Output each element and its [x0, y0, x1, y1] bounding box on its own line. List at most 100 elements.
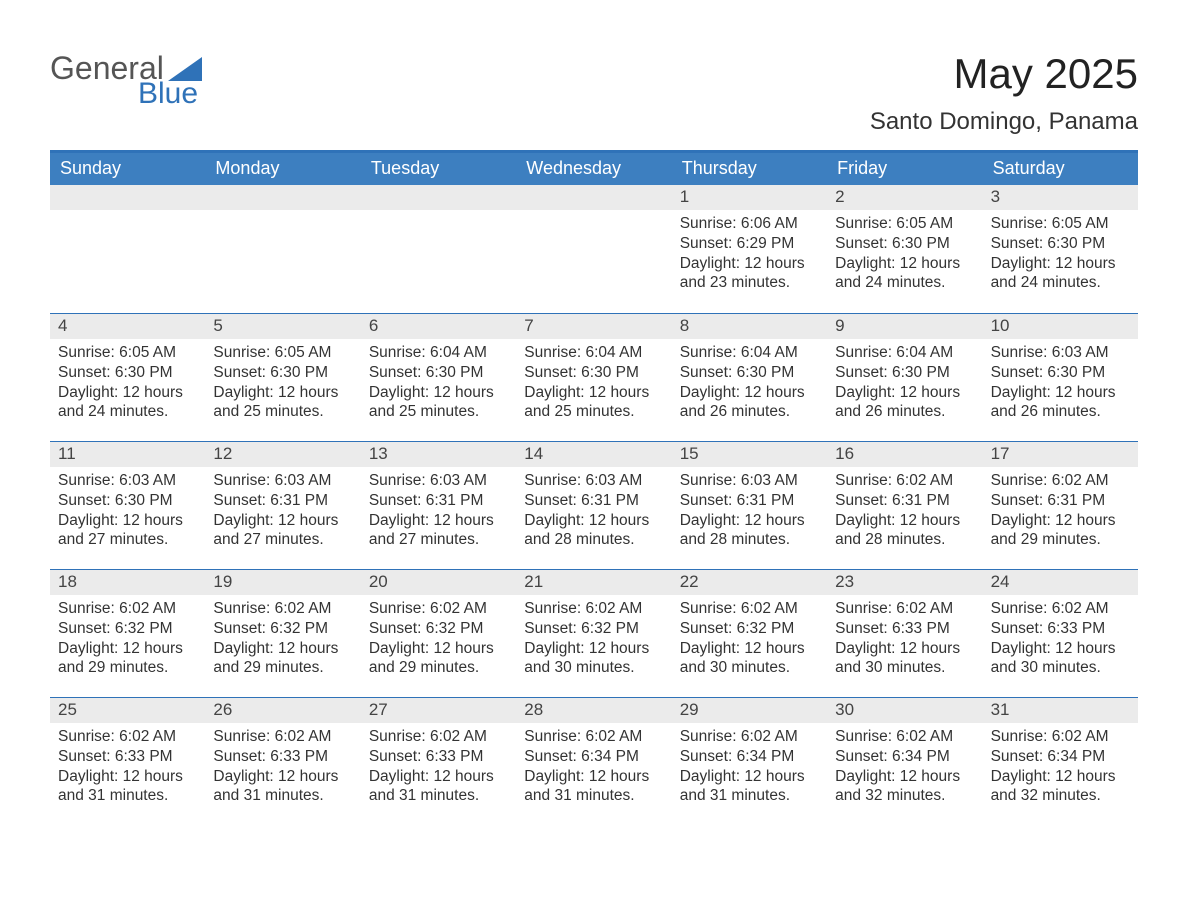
day-body: Sunrise: 6:02 AMSunset: 6:31 PMDaylight:… [827, 467, 982, 556]
daylight-text: Daylight: 12 hours and 28 minutes. [524, 511, 663, 551]
sunrise-text: Sunrise: 6:02 AM [991, 471, 1130, 491]
day-cell: 23Sunrise: 6:02 AMSunset: 6:33 PMDayligh… [827, 570, 982, 697]
day-cell: 3Sunrise: 6:05 AMSunset: 6:30 PMDaylight… [983, 185, 1138, 313]
sunrise-text: Sunrise: 6:02 AM [835, 599, 974, 619]
day-number [50, 185, 205, 210]
days-of-week-header: Sunday Monday Tuesday Wednesday Thursday… [50, 153, 1138, 185]
day-number: 28 [516, 698, 671, 723]
sunset-text: Sunset: 6:32 PM [369, 619, 508, 639]
day-cell: 26Sunrise: 6:02 AMSunset: 6:33 PMDayligh… [205, 698, 360, 825]
daylight-text: Daylight: 12 hours and 24 minutes. [835, 254, 974, 294]
daylight-text: Daylight: 12 hours and 24 minutes. [991, 254, 1130, 294]
sunset-text: Sunset: 6:31 PM [991, 491, 1130, 511]
day-cell: 22Sunrise: 6:02 AMSunset: 6:32 PMDayligh… [672, 570, 827, 697]
daylight-text: Daylight: 12 hours and 29 minutes. [991, 511, 1130, 551]
daylight-text: Daylight: 12 hours and 30 minutes. [991, 639, 1130, 679]
day-number: 12 [205, 442, 360, 467]
dow-tuesday: Tuesday [361, 153, 516, 185]
day-cell: 24Sunrise: 6:02 AMSunset: 6:33 PMDayligh… [983, 570, 1138, 697]
sunrise-text: Sunrise: 6:02 AM [58, 727, 197, 747]
daylight-text: Daylight: 12 hours and 26 minutes. [680, 383, 819, 423]
sunrise-text: Sunrise: 6:02 AM [213, 599, 352, 619]
sunrise-text: Sunrise: 6:03 AM [58, 471, 197, 491]
day-body: Sunrise: 6:03 AMSunset: 6:31 PMDaylight:… [672, 467, 827, 556]
title-block: May 2025 Santo Domingo, Panama [870, 50, 1138, 136]
day-cell: 17 Sunrise: 6:02 AMSunset: 6:31 PMDayligh… [983, 442, 1138, 569]
day-number: 15 [672, 442, 827, 467]
day-cell: 10Sunrise: 6:03 AMSunset: 6:30 PMDayligh… [983, 314, 1138, 441]
daylight-text: Daylight: 12 hours and 32 minutes. [835, 767, 974, 807]
day-body: Sunrise: 6:02 AMSunset: 6:33 PMDaylight:… [205, 723, 360, 812]
daylight-text: Daylight: 12 hours and 31 minutes. [524, 767, 663, 807]
sunset-text: Sunset: 6:33 PM [835, 619, 974, 639]
day-number [516, 185, 671, 210]
day-number: 29 [672, 698, 827, 723]
day-number: 21 [516, 570, 671, 595]
day-cell: 12Sunrise: 6:03 AMSunset: 6:31 PMDayligh… [205, 442, 360, 569]
calendar-grid: Sunday Monday Tuesday Wednesday Thursday… [50, 150, 1138, 825]
day-number: 2 [827, 185, 982, 210]
day-number: 16 [827, 442, 982, 467]
daylight-text: Daylight: 12 hours and 24 minutes. [58, 383, 197, 423]
sunrise-text: Sunrise: 6:02 AM [680, 727, 819, 747]
day-number: 17 [983, 442, 1138, 467]
day-cell: 9Sunrise: 6:04 AMSunset: 6:30 PMDaylight… [827, 314, 982, 441]
sunrise-text: Sunrise: 6:03 AM [369, 471, 508, 491]
sunset-text: Sunset: 6:33 PM [213, 747, 352, 767]
day-body: Sunrise: 6:06 AMSunset: 6:29 PMDaylight:… [672, 210, 827, 299]
day-body [516, 210, 671, 220]
day-cell: 18Sunrise: 6:02 AMSunset: 6:32 PMDayligh… [50, 570, 205, 697]
day-body: Sunrise: 6:05 AMSunset: 6:30 PMDaylight:… [827, 210, 982, 299]
sunrise-text: Sunrise: 6:03 AM [680, 471, 819, 491]
sunset-text: Sunset: 6:30 PM [58, 363, 197, 383]
sunset-text: Sunset: 6:30 PM [680, 363, 819, 383]
day-cell: 28Sunrise: 6:02 AMSunset: 6:34 PMDayligh… [516, 698, 671, 825]
day-number: 9 [827, 314, 982, 339]
daylight-text: Daylight: 12 hours and 31 minutes. [369, 767, 508, 807]
logo: General Blue [50, 50, 202, 111]
day-body: Sunrise: 6:02 AMSunset: 6:34 PMDaylight:… [516, 723, 671, 812]
daylight-text: Daylight: 12 hours and 30 minutes. [524, 639, 663, 679]
daylight-text: Daylight: 12 hours and 26 minutes. [991, 383, 1130, 423]
month-title: May 2025 [870, 50, 1138, 98]
sunset-text: Sunset: 6:34 PM [835, 747, 974, 767]
week-row: 18Sunrise: 6:02 AMSunset: 6:32 PMDayligh… [50, 569, 1138, 697]
day-cell: 14Sunrise: 6:03 AMSunset: 6:31 PMDayligh… [516, 442, 671, 569]
day-body: Sunrise: 6:04 AMSunset: 6:30 PMDaylight:… [672, 339, 827, 428]
dow-friday: Friday [827, 153, 982, 185]
day-body: Sunrise: 6:02 AMSunset: 6:34 PMDaylight:… [672, 723, 827, 812]
day-cell: 16Sunrise: 6:02 AMSunset: 6:31 PMDayligh… [827, 442, 982, 569]
sunrise-text: Sunrise: 6:05 AM [835, 214, 974, 234]
sunrise-text: Sunrise: 6:04 AM [369, 343, 508, 363]
day-number: 4 [50, 314, 205, 339]
day-body [361, 210, 516, 220]
day-body [50, 210, 205, 220]
day-body: Sunrise: 6:04 AMSunset: 6:30 PMDaylight:… [827, 339, 982, 428]
daylight-text: Daylight: 12 hours and 31 minutes. [58, 767, 197, 807]
dow-sunday: Sunday [50, 153, 205, 185]
sunrise-text: Sunrise: 6:02 AM [58, 599, 197, 619]
day-cell: 21Sunrise: 6:02 AMSunset: 6:32 PMDayligh… [516, 570, 671, 697]
sunrise-text: Sunrise: 6:05 AM [991, 214, 1130, 234]
day-cell: 5Sunrise: 6:05 AMSunset: 6:30 PMDaylight… [205, 314, 360, 441]
sunset-text: Sunset: 6:31 PM [213, 491, 352, 511]
day-number: 3 [983, 185, 1138, 210]
sunrise-text: Sunrise: 6:04 AM [680, 343, 819, 363]
daylight-text: Daylight: 12 hours and 25 minutes. [369, 383, 508, 423]
day-cell: 2Sunrise: 6:05 AMSunset: 6:30 PMDaylight… [827, 185, 982, 313]
location: Santo Domingo, Panama [870, 108, 1138, 136]
daylight-text: Daylight: 12 hours and 23 minutes. [680, 254, 819, 294]
day-cell: 31Sunrise: 6:02 AMSunset: 6:34 PMDayligh… [983, 698, 1138, 825]
day-number: 23 [827, 570, 982, 595]
day-number: 24 [983, 570, 1138, 595]
day-body: Sunrise: 6:02 AMSunset: 6:33 PMDaylight:… [827, 595, 982, 684]
daylight-text: Daylight: 12 hours and 30 minutes. [680, 639, 819, 679]
day-number: 27 [361, 698, 516, 723]
daylight-text: Daylight: 12 hours and 26 minutes. [835, 383, 974, 423]
sunrise-text: Sunrise: 6:02 AM [369, 727, 508, 747]
daylight-text: Daylight: 12 hours and 25 minutes. [524, 383, 663, 423]
sunset-text: Sunset: 6:32 PM [680, 619, 819, 639]
day-body: Sunrise: 6:04 AMSunset: 6:30 PMDaylight:… [516, 339, 671, 428]
daylight-text: Daylight: 12 hours and 27 minutes. [58, 511, 197, 551]
daylight-text: Daylight: 12 hours and 31 minutes. [213, 767, 352, 807]
